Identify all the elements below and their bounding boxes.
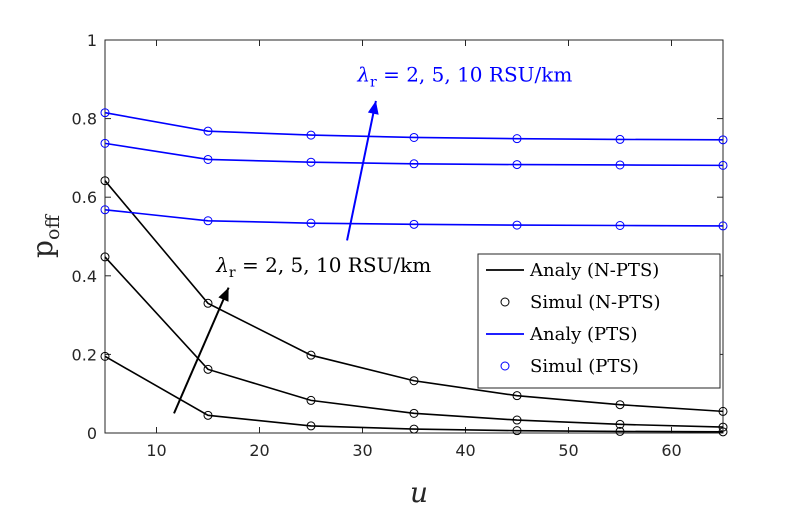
legend-label: Analy (PTS) [529,324,637,345]
series-n-pts-2 [100,176,728,416]
series-line [104,111,724,141]
data-point [615,426,625,436]
data-point [718,406,728,416]
data-point [306,395,316,405]
series-line [104,256,724,428]
data-point [100,108,110,118]
arrow-head [367,100,379,115]
data-point [512,134,522,144]
data-point [615,134,625,144]
arrow-shaft [173,287,230,414]
data-point [718,422,728,432]
data-point [718,427,728,437]
data-point [512,160,522,170]
series-pts-4 [100,138,728,170]
legend-label: Simul (N-PTS) [530,292,661,313]
data-point [203,410,213,420]
data-point [306,218,316,228]
data-point [409,219,419,229]
arrow-shaft [346,100,377,241]
data-point [512,220,522,230]
y-tick-label: 0.4 [72,267,97,286]
data-point [409,159,419,169]
annotation-text-pts: λr = 2, 5, 10 RSU/km [356,62,572,90]
data-point [100,205,110,215]
series-group [100,108,728,437]
data-point [409,424,419,434]
legend-entry: Analy (PTS) [486,324,637,345]
series-pts-5 [100,108,728,145]
data-point [409,376,419,386]
data-point [100,138,110,148]
legend-entry: Simul (N-PTS) [500,292,661,313]
data-point [203,126,213,136]
legend: Analy (N-PTS) Simul (N-PTS) Analy (PTS) Sim… [477,253,721,389]
data-point [203,298,213,308]
data-point [203,154,213,164]
data-point [409,132,419,142]
legend-label: Simul (PTS) [530,356,639,377]
data-point [306,350,316,360]
annotation-rest: = 2, 5, 10 RSU/km [377,62,573,86]
annotation-subscript: r [229,265,236,281]
legend-entry: Simul (PTS) [500,356,639,377]
data-point [100,252,110,262]
annotation-symbol: λ [215,253,229,277]
series-pts-3 [100,205,728,231]
data-point [512,415,522,425]
x-tick-label: 30 [352,441,372,460]
x-tick-label: 40 [455,441,475,460]
data-point [409,408,419,418]
data-point [306,157,316,167]
x-tick-label: 60 [661,441,681,460]
data-point [512,391,522,401]
annotation-rest: = 2, 5, 10 RSU/km [236,253,432,277]
y-tick-label: 0.6 [72,188,97,207]
annotation-symbol: λ [356,62,370,86]
annotation-subscript: r [370,74,377,90]
data-point [100,351,110,361]
data-point [718,160,728,170]
data-point [512,426,522,436]
x-axis-label: u [410,476,428,509]
data-point [615,400,625,410]
arrow-head [218,287,229,302]
data-point [306,421,316,431]
data-point [306,130,316,140]
legend-box [477,253,721,389]
y-axis-label: poff [26,214,64,258]
series-line [104,355,724,433]
legend-entry: Analy (N-PTS) [486,260,659,281]
series-n-pts-0 [100,351,728,437]
x-tick-label: 20 [249,441,269,460]
y-tick-label: 0 [87,424,97,443]
data-point [718,221,728,231]
y-axis-label-main: p [26,240,59,258]
series-n-pts-1 [100,252,728,432]
legend-marker-swatch [500,297,510,307]
series-line [104,208,724,227]
legend-label: Analy (N-PTS) [529,260,659,281]
series-line [104,180,724,413]
annotation-arrow-npts [173,287,230,414]
series-line [104,142,724,167]
data-point [615,220,625,230]
x-tick-label: 10 [146,441,166,460]
data-point [615,419,625,429]
y-axis-label-sub: off [42,214,64,240]
legend-marker-swatch [500,361,510,371]
data-point [203,216,213,226]
annotation-arrow-pts [346,100,379,241]
y-tick-label: 0.2 [72,345,97,364]
y-tick-label: 0.8 [72,110,97,129]
annotation-text-npts: λr = 2, 5, 10 RSU/km [215,253,431,281]
data-point [203,364,213,374]
data-point [100,176,110,186]
y-tick-label: 1 [87,31,97,50]
data-point [718,135,728,145]
data-point [615,160,625,170]
x-tick-label: 50 [558,441,578,460]
